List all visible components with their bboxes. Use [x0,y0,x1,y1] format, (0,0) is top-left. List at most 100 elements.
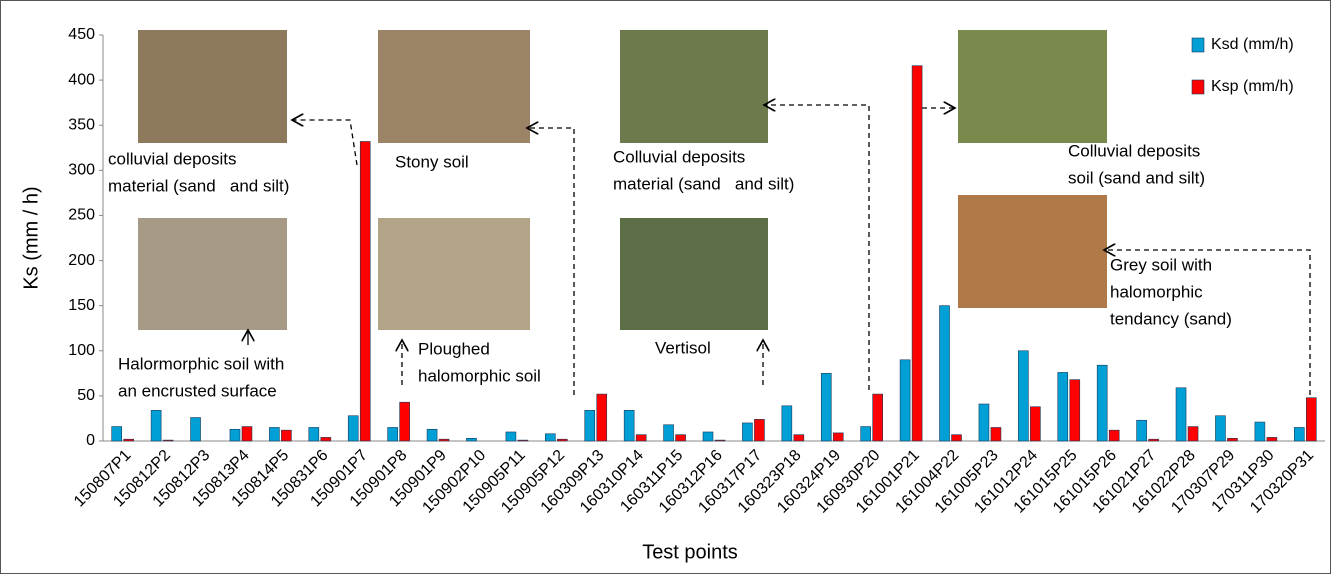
bar [820,373,832,442]
legend-label: Ksp (mm/h) [1211,78,1294,95]
bar [162,439,174,442]
bar [1187,426,1199,442]
y-tick-label: 150 [68,297,95,314]
bar [150,410,162,442]
arrow [527,128,575,395]
bar [308,427,320,442]
bar [111,426,123,442]
bar [1018,350,1029,442]
bar [702,431,714,442]
bar [623,410,635,442]
photo [138,218,287,330]
legend-label: Ksd (mm/h) [1211,36,1294,53]
bar [872,393,883,442]
bar [517,439,529,442]
bar [899,359,911,442]
bar [1266,437,1278,442]
bar [1057,372,1069,442]
photo [620,218,768,330]
photo [378,218,530,330]
bar [1254,421,1266,442]
y-tick-label: 300 [68,162,95,179]
arrow [292,120,358,166]
y-tick-label: 250 [68,207,95,224]
photo [958,30,1107,143]
bar [663,424,674,442]
bar [241,426,253,442]
annotation: Stony soil [395,152,469,171]
arrow [1104,250,1311,395]
annotation: Grey soil with [1110,255,1212,274]
bar [635,434,647,442]
bar [123,438,135,442]
bar [1227,437,1238,442]
y-tick-label: 50 [77,387,95,404]
photo [138,30,287,143]
y-tick-label: 200 [68,252,95,269]
annotation: colluvial deposits [108,149,237,168]
bar [229,428,241,442]
bar [584,410,596,442]
y-tick-label: 450 [68,26,95,43]
bar [1108,429,1120,442]
bar [1096,364,1108,442]
bar [557,438,568,442]
bar [1215,415,1226,442]
bar [832,432,844,442]
bar [466,437,477,442]
annotation: halomorphic [1110,282,1203,301]
annotation: Halormorphic soil with [118,354,284,373]
arrows [248,105,1311,395]
bar [714,439,726,442]
annotation: Colluvial deposits [613,147,745,166]
photo [958,195,1107,308]
bar [320,437,332,442]
photo [620,30,768,143]
annotation: Colluvial deposits [1068,141,1200,160]
bar [860,426,871,442]
bar [281,429,292,442]
annotation: an encrusted surface [118,381,277,400]
y-axis-label: Ks (mm / h) [20,186,42,289]
bar [978,403,990,442]
bar [438,438,450,442]
annotation: halomorphic soil [418,366,541,385]
annotation: material (sand and silt) [613,174,794,193]
photo [378,30,530,143]
y-tick-label: 100 [68,342,95,359]
bar [1030,406,1041,442]
annotation: soil (sand and silt) [1068,168,1205,187]
bar [1136,419,1147,442]
arrow [764,105,870,390]
annotation: material (sand and silt) [108,176,289,195]
bar [951,434,962,442]
x-axis-label: Test points [642,541,738,563]
bar [505,431,517,442]
bar [1305,397,1317,442]
bar [781,405,793,442]
annotation: Ploughed [418,339,490,358]
bar [1175,387,1187,442]
bar [939,305,950,442]
annotation: Vertisol [655,338,711,357]
bar [359,141,371,442]
bar [675,434,686,442]
y-tick-label: 350 [68,116,95,133]
bar [190,417,201,442]
y-tick-label: 0 [86,432,95,449]
photos [138,30,1107,330]
legend-swatch [1191,37,1205,53]
bar [793,434,805,442]
bar [347,415,359,442]
bar [596,393,608,442]
bar [426,428,438,442]
annotation: tendancy (sand) [1110,309,1232,328]
bar [742,422,753,442]
bar [754,419,765,442]
bar [1069,379,1081,442]
bar [1148,438,1159,442]
bar [911,65,923,442]
legend-swatch [1191,79,1205,95]
bar [399,401,410,442]
